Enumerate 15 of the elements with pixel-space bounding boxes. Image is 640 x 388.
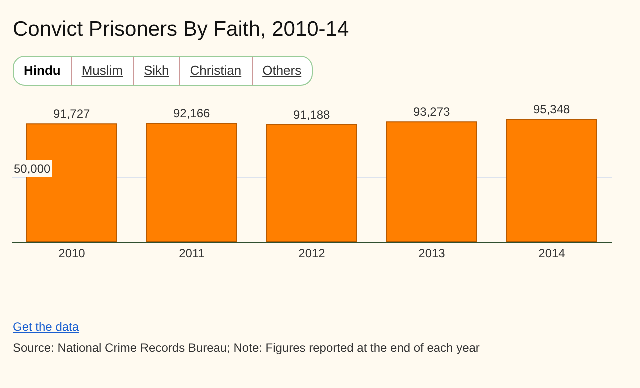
- chart-title: Convict Prisoners By Faith, 2010-14: [13, 18, 350, 42]
- data-label: 93,273: [413, 105, 451, 120]
- x-tick-label: 2012: [298, 246, 326, 260]
- x-tick-label: 2014: [538, 246, 566, 260]
- text: Get the data: [13, 320, 80, 334]
- data-label: 91,188: [293, 108, 331, 122]
- source-note: Source: National Crime Records Bureau; Note: Figures reported at the end of each year: [13, 341, 480, 355]
- x-tick-label: 2013: [418, 246, 446, 260]
- x-tick-label: 2011: [179, 246, 206, 260]
- data-label: 91,727: [53, 107, 91, 122]
- x-tick-label: 2010: [58, 246, 86, 260]
- data-label: 92,166: [173, 106, 211, 121]
- data-label: 95,348: [533, 102, 571, 116]
- tab-bar: Hindu Muslim Sikh Christian Others: [13, 56, 313, 86]
- ref-line-label: 50,000: [14, 162, 52, 176]
